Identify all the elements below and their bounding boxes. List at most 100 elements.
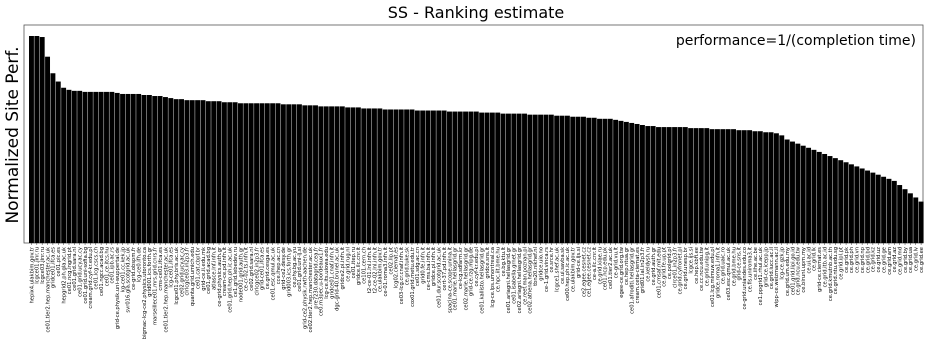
x-tick-label: ce02.athena.hellasgrid.gr: [528, 246, 534, 313]
bar: [511, 113, 517, 244]
x-tick-label: ce.reef.man.poznan.pl: [522, 247, 528, 305]
bar: [468, 111, 474, 243]
bar: [371, 108, 377, 243]
x-tick-label: gridce.ilc.cnr.it: [356, 247, 362, 285]
bar: [881, 176, 887, 243]
bar: [698, 128, 704, 244]
bars-group: [29, 36, 924, 244]
x-tick-label: kg-ce01.cc.kek.jp: [120, 246, 126, 292]
x-tick-label: ce.grid.um.edu.my: [785, 247, 791, 296]
x-tick-label: lcgce.ijs.si: [688, 247, 694, 274]
bar: [757, 131, 763, 243]
bar: [832, 158, 838, 243]
bar: [286, 104, 292, 243]
bar: [291, 104, 297, 243]
x-tick-label: ce01.esc.qmul.ac.uk: [270, 247, 276, 300]
bar: [484, 112, 490, 243]
plot-area-frame: [23, 24, 924, 244]
x-tick-label: ce.polgrid.pl: [667, 247, 673, 279]
bar: [548, 114, 554, 243]
bar: [586, 117, 592, 243]
x-tick-label: ce.grid.lv: [914, 247, 920, 271]
chart-title: SS - Ranking estimate: [388, 3, 564, 22]
x-tick-label: ce01.tier2.hep.manchester.ac.uk: [163, 247, 169, 333]
bar: [280, 104, 286, 243]
x-tick-label: ce-cms.ba.infn.it: [426, 247, 432, 290]
x-tick-label: cce.ihep.ac.cn: [276, 247, 282, 284]
x-tick-label: ce.grid.iucc.ac.il: [769, 247, 775, 289]
x-tick-label: ce.iihe.ac.be: [753, 247, 759, 280]
bar: [50, 73, 56, 243]
x-tick-label: cert-37.pd.infn.it: [442, 247, 448, 291]
bar: [543, 114, 549, 243]
x-ticks-group: hepix4.ulakbim.gov.tr lcgce01.jinr.ru lcgc…: [29, 243, 925, 339]
x-tick-label: cms-ce01.ifca.es: [158, 247, 164, 291]
x-tick-label: atlasce.lnf.infn.it: [211, 247, 217, 290]
bar: [211, 101, 217, 243]
bar: [77, 90, 83, 243]
x-tick-label: ce.grid.lk: [812, 247, 818, 271]
bar: [613, 119, 619, 243]
bar: [741, 130, 747, 244]
x-tick-label: ce02.grid.ucy.ac.cy: [179, 247, 185, 297]
bar: [661, 127, 667, 243]
x-tick-label: ce01.marie.hellasgrid.gr: [453, 246, 459, 310]
bar: [66, 89, 72, 243]
bar: [404, 109, 410, 243]
bar: [704, 128, 710, 244]
bar: [800, 145, 806, 243]
bar: [409, 109, 415, 243]
bar: [463, 111, 469, 243]
bar: [366, 108, 372, 243]
x-tick-label: ce01.grid.uni-sofia.bg: [83, 247, 89, 304]
x-tick-label: ce.grid.rug.nl: [345, 247, 351, 282]
x-tick-label: ce.hep.ntua.gr: [624, 246, 630, 285]
bar: [822, 153, 828, 243]
x-tick-label: ce.ui.savba.sk: [560, 247, 566, 284]
bar: [891, 180, 897, 243]
x-tick-label: grid-ce.sns.it: [737, 247, 743, 281]
x-tick-label: ce01.dur.scotgrid.ac.uk: [437, 247, 443, 308]
x-tick-label: grid-ce.icepp.jp: [763, 246, 769, 287]
x-tick-label: grid003.ics.forth.gr: [287, 246, 293, 297]
x-tick-label: grid-ce.ii.edu.mk: [201, 247, 207, 291]
x-tick-label: ce-grid.vu.lt: [613, 247, 619, 278]
x-tick-label: ce.hpc.iit.bme.hu: [496, 247, 502, 292]
x-tick-label: ce.grid.pk: [844, 247, 850, 273]
x-tick-label: ce02.lip.pt: [388, 247, 394, 274]
bar: [302, 105, 308, 243]
bar: [125, 93, 131, 244]
bar: [136, 93, 142, 244]
x-tick-label: ce.grid.kiae.ru: [597, 247, 603, 284]
x-tick-label: ce-lcg.sdfarm.kr: [458, 246, 464, 289]
bar: [350, 107, 356, 243]
x-tick-label: ce.grid.ee: [919, 247, 925, 273]
x-tick-label: ce1.grid.lebedev.ru: [233, 247, 239, 297]
bar: [581, 116, 586, 243]
x-tick-label: gridce01.cnaf.infn.it: [329, 247, 335, 299]
x-tick-label: grid-ce2.desy.de: [281, 247, 287, 290]
x-tick-label: ce.grid.kz: [871, 247, 877, 273]
bar: [457, 111, 463, 243]
x-tick-label: ce01.ngcc.acad.bg: [99, 247, 105, 296]
bar: [790, 141, 795, 243]
x-tick-label: ce.fis.uniroma3.it: [747, 247, 753, 292]
x-tick-label: ce01.kallisto.hellasgrid.gr: [479, 246, 485, 314]
bar: [184, 100, 190, 243]
x-tick-label: ce02.ariagni.hellasgrid.gr: [517, 246, 523, 313]
bar: [779, 135, 785, 243]
x-tick-label: ce.grid.ncu.edu.tw: [796, 246, 802, 295]
x-tick-label: ce.ulakbim.gov.tr: [571, 246, 577, 292]
bar: [473, 111, 479, 243]
x-tick-label: ce.grid.vn: [855, 247, 861, 273]
bar: [666, 127, 672, 243]
bar: [714, 129, 720, 243]
x-tick-label: ce.cc.ncu.edu.tw: [699, 246, 705, 291]
x-tick-label: ce2.egee.cesnet.cz: [581, 247, 587, 297]
x-tick-label: ce00.hep.ph.ic.ac.uk: [565, 247, 571, 301]
bar: [323, 106, 329, 243]
bar: [146, 95, 152, 243]
bar: [527, 114, 533, 243]
x-tick-label: hepgrid2.ph.gla.ac.uk: [61, 247, 67, 304]
x-tick-label: grid-ce2.physik.rwth-aachen.de: [303, 247, 309, 329]
